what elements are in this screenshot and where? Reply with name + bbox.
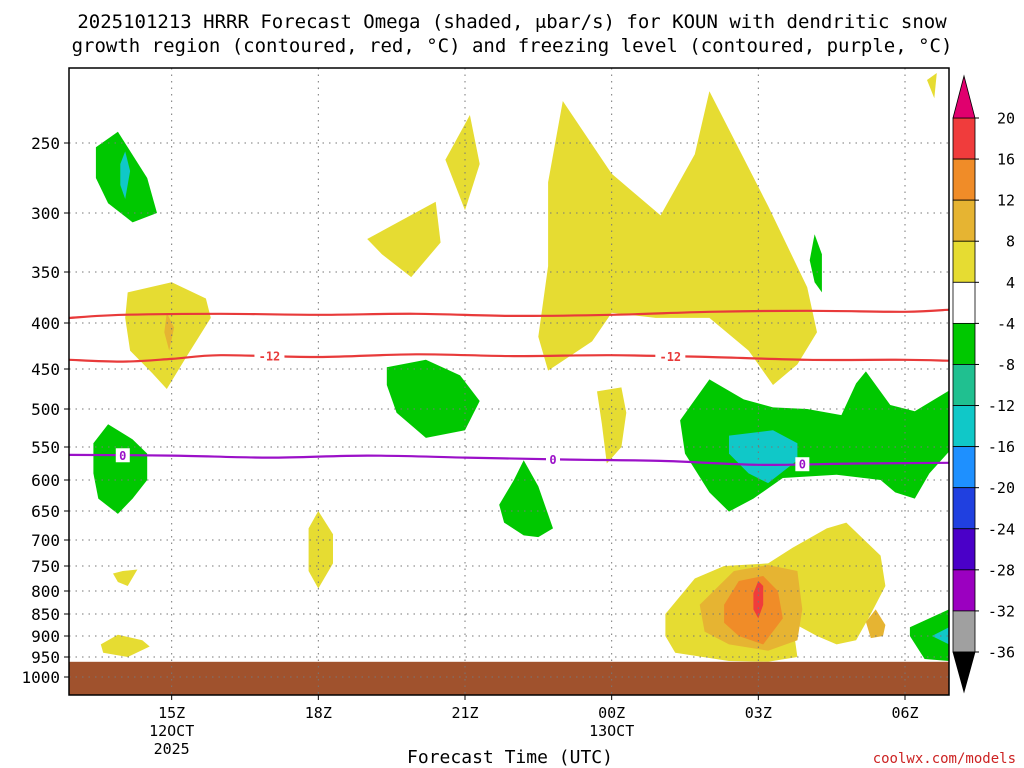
colorbar-label--36: -36 — [988, 644, 1015, 662]
colorbar-label-12: 12 — [997, 192, 1015, 210]
colorbar-label-4: 4 — [1006, 274, 1015, 292]
colorbar-band — [952, 322, 976, 365]
shade-yellow-top-right — [927, 73, 937, 99]
contour-label-freezing-level-0: 0 — [119, 449, 126, 463]
colorbar-label--16: -16 — [988, 438, 1015, 456]
contour-labels: -12 -12 0 0 0 — [115, 349, 810, 472]
y-tick-250: 250 — [31, 134, 60, 153]
credit-text: coolwx.com/models — [873, 751, 1016, 767]
grid-lines — [69, 68, 949, 695]
colorbar-band — [952, 446, 976, 489]
contour-label-bg — [795, 457, 810, 472]
shade-green-20z — [386, 359, 480, 438]
contour-label-bg — [254, 349, 285, 364]
y-tick-600: 600 — [31, 471, 60, 490]
shade-green-03z — [809, 234, 822, 293]
x-tick-year: 2025 — [154, 740, 190, 758]
colorbar-band — [952, 117, 976, 160]
ground-fill — [69, 661, 949, 695]
colorbar-band — [952, 158, 976, 201]
y-tick-800: 800 — [31, 582, 60, 601]
x-tick-date: 13OCT — [589, 722, 634, 740]
colorbar-band — [952, 405, 976, 448]
colorbar-band — [952, 364, 976, 406]
contour-dgz-bottom — [68, 353, 950, 363]
ground-layer — [69, 661, 949, 695]
x-tick-00Z: 00Z — [598, 704, 625, 722]
shade-teal-03z — [729, 430, 798, 484]
y-tick-400: 400 — [31, 314, 60, 333]
colorbar: 20 16 12 8 4 -4 -8 -12 -16 -20 -24 -28 -32 -36 — [952, 74, 1015, 694]
title-line-1: 2025101213 HRRR Forecast Omega (shaded, … — [77, 11, 947, 33]
colorbar-label--4: -4 — [997, 315, 1015, 333]
colorbar-label--32: -32 — [988, 602, 1015, 620]
colorbar-label-20: 20 — [997, 110, 1015, 128]
y-tick-450: 450 — [31, 360, 60, 379]
shade-green-right-bottom — [909, 609, 949, 661]
plot-frame — [68, 67, 950, 696]
contour-label-dgz-bottom-0: -12 — [259, 350, 281, 364]
contour-label-freezing-level-2: 0 — [799, 458, 806, 472]
shade-orange-05z-lower — [865, 609, 886, 639]
x-tick-18Z: 18Z — [305, 704, 332, 722]
colorbar-band — [952, 240, 976, 283]
y-tick-700: 700 — [31, 531, 60, 550]
shade-green-22z — [499, 460, 553, 538]
contour-label-bg — [546, 452, 560, 467]
colorbar-label--24: -24 — [988, 520, 1015, 538]
contour-label-bg — [115, 448, 130, 463]
shade-yellow-15z-bottom — [100, 634, 150, 657]
shade-yellow-near-21z — [445, 115, 480, 211]
colorbar-label--8: -8 — [997, 356, 1015, 374]
x-axis-label: Forecast Time (UTC) — [407, 747, 613, 768]
y-tick-650: 650 — [31, 502, 60, 521]
shade-yellow-18z-low — [308, 511, 333, 589]
shade-red-lower-right — [753, 581, 764, 619]
title-line-2: growth region (contoured, red, °C) and f… — [72, 35, 953, 57]
shade-green-left-mid — [93, 424, 148, 514]
y-tick-300: 300 — [31, 204, 60, 223]
colorbar-label--28: -28 — [988, 561, 1015, 579]
colorbar-band — [952, 281, 976, 324]
colorbar-label-16: 16 — [997, 151, 1015, 169]
x-tick-06Z: 06Z — [891, 704, 918, 722]
colorbar-band — [952, 199, 976, 242]
shade-teal-top-left — [120, 151, 131, 199]
y-tick-750: 750 — [31, 557, 60, 576]
colorbar-label--20: -20 — [988, 479, 1015, 497]
contour-dgz-top — [68, 308, 950, 319]
colorbar-band — [952, 528, 976, 571]
contour-label-dgz-bottom-1: -12 — [659, 350, 681, 364]
y-tick-350: 350 — [31, 263, 60, 282]
y-tick-550: 550 — [31, 438, 60, 457]
shade-yellow-15z-small — [113, 569, 138, 586]
shade-yellow-20z-upper — [367, 201, 441, 278]
y-tick-500: 500 — [31, 400, 60, 419]
shade-green-right — [680, 371, 949, 512]
shade-yellow-23z-dangle — [597, 387, 627, 464]
colorbar-band — [952, 610, 976, 653]
y-tick-850: 850 — [31, 605, 60, 624]
colorbar-band — [952, 569, 976, 612]
contour-label-bg — [655, 349, 686, 364]
shade-orange-dgz-left — [164, 312, 175, 351]
x-tick-date: 12OCT — [149, 722, 194, 740]
contour-label-freezing-level-1: 0 — [549, 453, 556, 467]
y-axis: 250 300 350 400 450 500 550 600 650 700 750 800 850 9… — [21, 134, 69, 687]
colorbar-band — [952, 487, 976, 530]
y-tick-900: 900 — [31, 627, 60, 646]
x-tick-03Z: 03Z — [745, 704, 772, 722]
y-tick-950: 950 — [31, 648, 60, 667]
plot-area: -12 -12 0 0 0 — [68, 67, 950, 696]
colorbar-label-8: 8 — [1006, 233, 1015, 251]
colorbar-bottom-arrow — [952, 651, 976, 694]
colorbar-top-arrow — [952, 74, 976, 119]
shade-orange-lower-right — [724, 576, 783, 645]
y-tick-1000: 1000 — [21, 668, 60, 687]
colorbar-label--12: -12 — [988, 397, 1015, 415]
x-tick-21Z: 21Z — [451, 704, 478, 722]
x-tick-15Z: 15Z — [158, 704, 185, 722]
